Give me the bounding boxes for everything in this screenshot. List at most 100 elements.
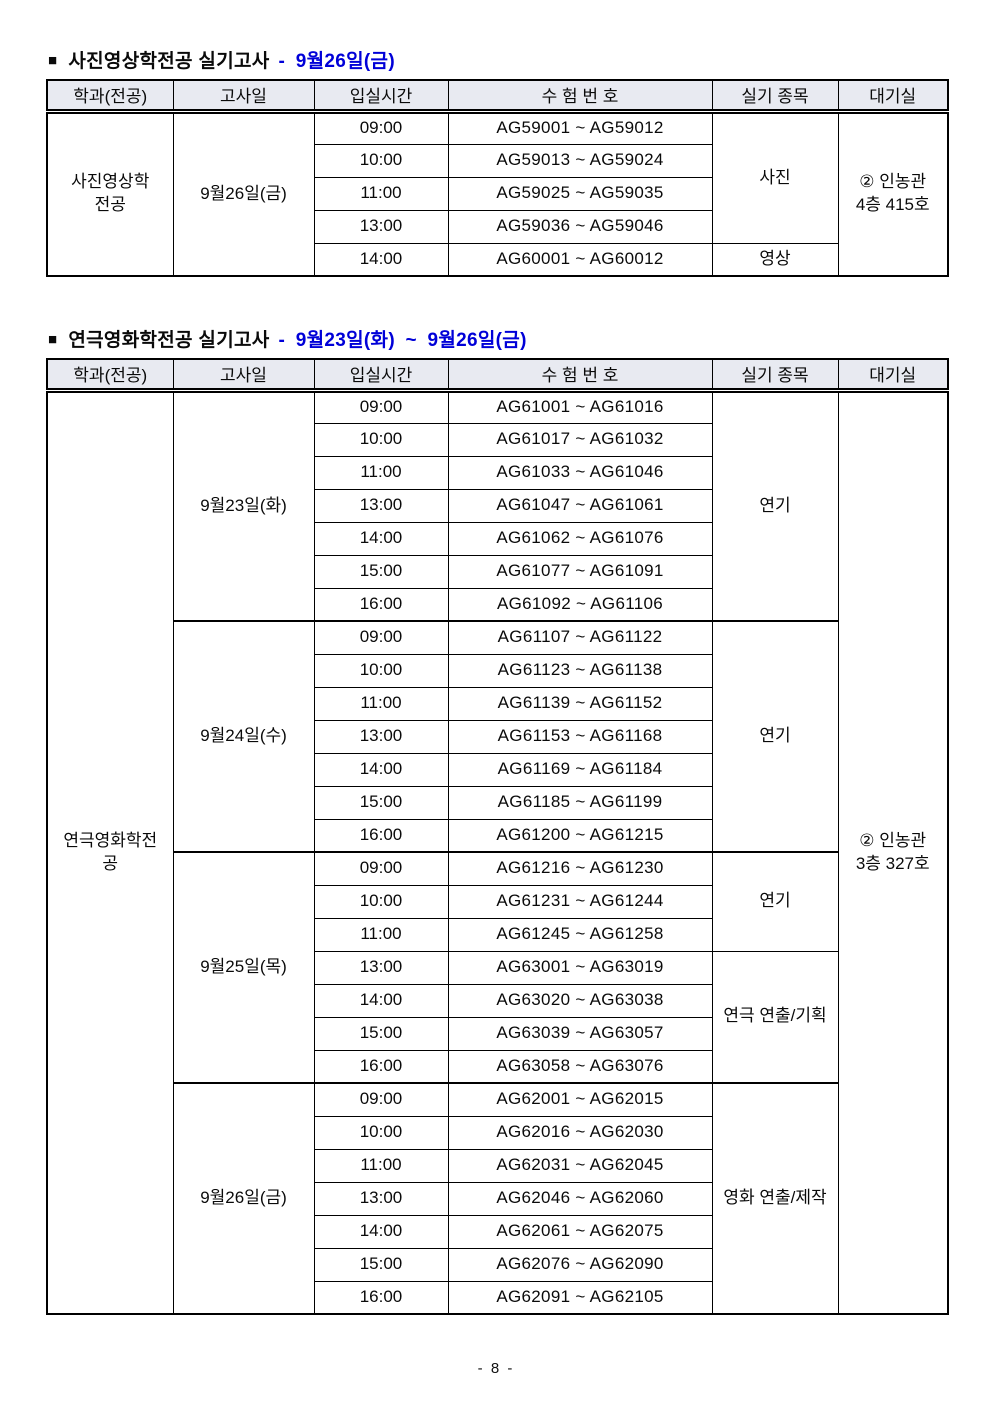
time-cell: 16:00 [313, 818, 449, 853]
date-cell: 9월25일(목) [172, 851, 315, 1084]
number-range-cell: AG60001 ~ AG60012 [447, 242, 713, 277]
time-cell: 11:00 [313, 917, 449, 952]
number-range-cell: AG61185 ~ AG61199 [447, 785, 713, 820]
table-row: 13:00 AG62046 ~ AG62060 [47, 1181, 948, 1216]
time-cell: 15:00 [313, 1016, 449, 1051]
number-range-cell: AG61107 ~ AG61122 [447, 620, 713, 655]
time-cell: 14:00 [313, 1214, 449, 1249]
room-cell: ② 인농관 4층 415호 [837, 110, 949, 277]
section1-title: ■ 사진영상학전공 실기고사 - 9월26일(금) [48, 46, 395, 73]
header-time: 입실시간 [313, 79, 449, 114]
time-cell: 09:00 [313, 110, 449, 145]
time-cell: 16:00 [313, 1049, 449, 1084]
number-range-cell: AG61139 ~ AG61152 [447, 686, 713, 721]
time-cell: 13:00 [313, 209, 449, 244]
table-row: 14:00 AG61169 ~ AG61184 [47, 752, 948, 787]
header-date: 고사일 [172, 79, 315, 114]
square-bullet-icon: ■ [48, 52, 58, 69]
header-room: 대기실 [837, 79, 949, 114]
table-row: 14:00 AG61062 ~ AG61076 [47, 521, 948, 556]
time-cell: 10:00 [313, 422, 449, 457]
table-row: 11:00 AG61033 ~ AG61046 [47, 455, 948, 490]
dept-line1: 사진영상학 [71, 172, 150, 192]
dept-line2: 전공 [94, 195, 126, 215]
number-range-cell: AG62016 ~ AG62030 [447, 1115, 713, 1150]
section2-title: ■ 연극영화학전공 실기고사 - 9월23일(화) ~ 9월26일(금) [48, 325, 527, 352]
table-row: 13:00 AG59036 ~ AG59046 [47, 209, 948, 244]
time-cell: 11:00 [313, 1148, 449, 1183]
time-cell: 09:00 [313, 1082, 449, 1117]
header-subject: 실기 종목 [711, 358, 839, 393]
date-cell: 9월26일(금) [172, 1082, 315, 1315]
time-cell: 10:00 [313, 1115, 449, 1150]
number-range-cell: AG61033 ~ AG61046 [447, 455, 713, 490]
number-range-cell: AG61216 ~ AG61230 [447, 851, 713, 886]
time-cell: 09:00 [313, 389, 449, 424]
number-range-cell: AG61017 ~ AG61032 [447, 422, 713, 457]
table-row: 10:00 AG62016 ~ AG62030 [47, 1115, 948, 1150]
table-row: 13:00 AG61047 ~ AG61061 [47, 488, 948, 523]
number-range-cell: AG61062 ~ AG61076 [447, 521, 713, 556]
dept-line2: 공 [102, 853, 119, 873]
subject-cell: 영상 [711, 242, 839, 277]
table-row: 14:00 AG60001 ~ AG60012 영상 [47, 242, 948, 277]
dept-line1: 연극영화학전 [63, 830, 158, 850]
time-cell: 13:00 [313, 719, 449, 754]
page-number: - 8 - [477, 1360, 515, 1377]
number-range-cell: AG62076 ~ AG62090 [447, 1247, 713, 1282]
number-range-cell: AG62001 ~ AG62015 [447, 1082, 713, 1117]
time-cell: 14:00 [313, 521, 449, 556]
header-row: 학과(전공) 고사일 입실시간 수 험 번 호 실기 종목 대기실 [46, 79, 949, 114]
number-range-cell: AG62031 ~ AG62045 [447, 1148, 713, 1183]
subject-cell: 사진 [711, 110, 839, 244]
section2-title-text: 연극영화학전공 실기고사 [68, 330, 270, 351]
time-cell: 16:00 [313, 587, 449, 622]
date-cell: 9월26일(금) [172, 110, 315, 277]
number-range-cell: AG61200 ~ AG61215 [447, 818, 713, 853]
header-number: 수 험 번 호 [447, 79, 713, 114]
time-cell: 13:00 [313, 950, 449, 985]
number-range-cell: AG59036 ~ AG59046 [447, 209, 713, 244]
room-line1: ② 인농관 [859, 172, 927, 192]
table-row: 16:00 AG61092 ~ AG61106 [47, 587, 948, 622]
subject-cell: 연극 연출/기획 [711, 950, 839, 1084]
time-cell: 10:00 [313, 884, 449, 919]
table-row: 10:00 AG59013 ~ AG59024 [47, 143, 948, 178]
header-subject: 실기 종목 [711, 79, 839, 114]
number-range-cell: AG61153 ~ AG61168 [447, 719, 713, 754]
number-range-cell: AG61092 ~ AG61106 [447, 587, 713, 622]
table-row: 16:00 AG63058 ~ AG63076 [47, 1049, 948, 1084]
time-cell: 11:00 [313, 455, 449, 490]
date-cell: 9월23일(화) [172, 389, 315, 622]
table-row: 연극영화학전 공 9월23일(화) 09:00 AG61001 ~ AG61016… [46, 389, 949, 1315]
number-range-cell: AG62046 ~ AG62060 [447, 1181, 713, 1216]
time-cell: 09:00 [313, 620, 449, 655]
header-dept: 학과(전공) [46, 358, 174, 393]
number-range-cell: AG59001 ~ AG59012 [447, 110, 713, 145]
number-range-cell: AG63058 ~ AG63076 [447, 1049, 713, 1084]
number-range-cell: AG61169 ~ AG61184 [447, 752, 713, 787]
table-row: 11:00 AG61139 ~ AG61152 [47, 686, 948, 721]
time-cell: 15:00 [313, 785, 449, 820]
table-row: 9월26일(금) 09:00 AG62001 ~ AG62015 영화 연출/제… [47, 1082, 948, 1315]
table-row: 9월24일(수) 09:00 AG61107 ~ AG61122 연기 [47, 620, 948, 853]
table-row: 10:00 AG61017 ~ AG61032 [47, 422, 948, 457]
number-range-cell: AG61077 ~ AG61091 [447, 554, 713, 589]
time-cell: 16:00 [313, 1280, 449, 1315]
number-range-cell: AG61123 ~ AG61138 [447, 653, 713, 688]
table-row: 16:00 AG61200 ~ AG61215 [47, 818, 948, 853]
number-range-cell: AG62091 ~ AG62105 [447, 1280, 713, 1315]
header-dept: 학과(전공) [46, 79, 174, 114]
table-row: 11:00 AG59025 ~ AG59035 [47, 176, 948, 211]
theater-film-exam-table: 학과(전공) 고사일 입실시간 수 험 번 호 실기 종목 대기실 연극영화학전… [46, 358, 949, 1315]
subject-cell: 연기 [711, 620, 839, 853]
table-row: 11:00 AG62031 ~ AG62045 [47, 1148, 948, 1183]
table-row: 9월25일(목) 09:00 AG61216 ~ AG61230 연기 [47, 851, 948, 1084]
time-cell: 15:00 [313, 554, 449, 589]
section1-title-text: 사진영상학전공 실기고사 [68, 51, 270, 72]
